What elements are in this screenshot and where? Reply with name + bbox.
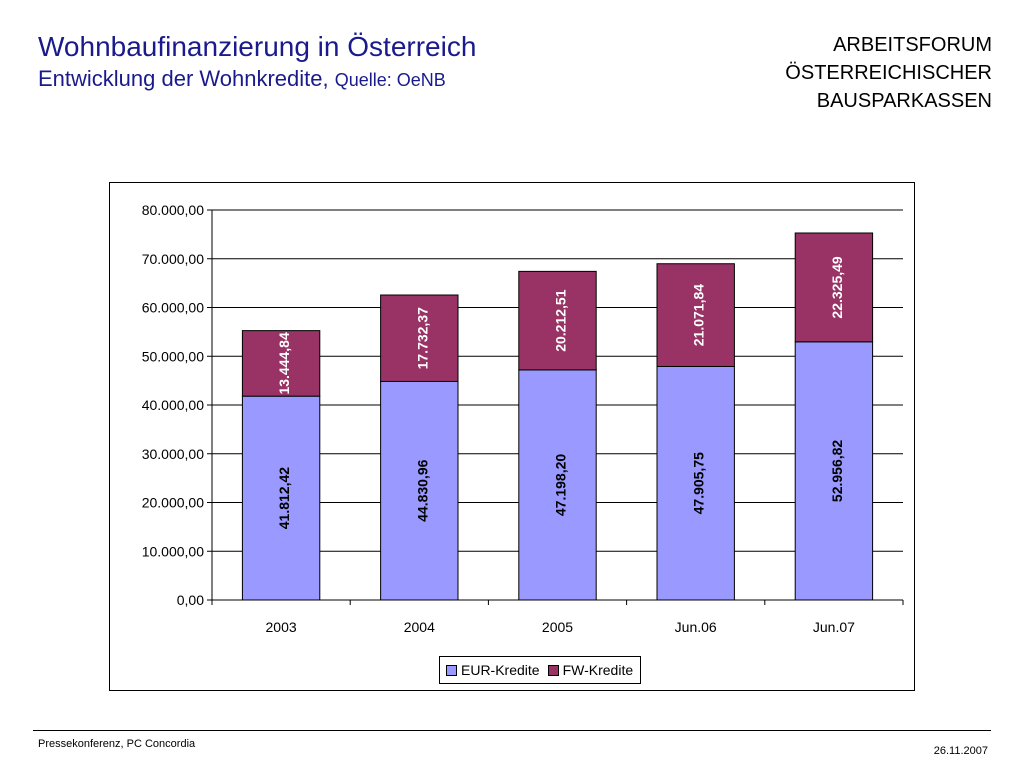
bar-fw-kredite bbox=[518, 270, 597, 371]
legend-label-fw: FW-Kredite bbox=[562, 662, 634, 678]
legend-item-fw: FW-Kredite bbox=[547, 662, 634, 678]
bar-eur-kredite bbox=[518, 369, 597, 601]
subtitle-text: Entwicklung der Wohnkredite, bbox=[38, 66, 329, 91]
footer-event: Pressekonferenz, PC Concordia bbox=[38, 738, 196, 750]
x-tick-label: Jun.07 bbox=[813, 619, 855, 635]
organization-name: ARBEITSFORUM ÖSTERREICHISCHER BAUSPARKAS… bbox=[785, 31, 992, 115]
data-label-fw: 17.732,37 bbox=[414, 307, 430, 369]
source-label: Quelle: OeNB bbox=[334, 70, 446, 90]
y-tick-label: 60.000,00 bbox=[142, 300, 204, 316]
x-tick-label: Jun.06 bbox=[675, 619, 717, 635]
legend-item-eur: EUR-Kredite bbox=[446, 662, 540, 678]
bar-eur-kredite bbox=[380, 380, 459, 601]
data-label-fw: 21.071,84 bbox=[691, 284, 707, 346]
org-line-3: BAUSPARKASSEN bbox=[816, 90, 992, 112]
bar-fw-kredite bbox=[241, 330, 321, 397]
footer-divider bbox=[33, 730, 991, 731]
legend-label-eur: EUR-Kredite bbox=[461, 662, 540, 678]
org-line-1: ARBEITSFORUM bbox=[833, 34, 992, 56]
y-tick-label: 40.000,00 bbox=[142, 397, 204, 413]
y-tick-label: 20.000,00 bbox=[142, 495, 204, 511]
slide-subtitle: Entwicklung der Wohnkredite, Quelle: OeN… bbox=[38, 64, 476, 95]
footer-date: 26.11.2007 bbox=[933, 745, 988, 757]
legend-swatch-eur bbox=[446, 664, 457, 676]
y-tick-label: 30.000,00 bbox=[142, 446, 204, 462]
bar-eur-kredite bbox=[241, 395, 321, 601]
legend-swatch-fw bbox=[547, 664, 559, 676]
stacked-bar-chart: 0,00 10.000,00 20.000,00 30.000,00 40.000,00… bbox=[142, 202, 904, 635]
data-label-fw: 22.325,49 bbox=[829, 256, 845, 318]
y-tick-label: 70.000,00 bbox=[142, 251, 204, 267]
bar-eur-kredite bbox=[794, 341, 874, 601]
y-tick-label: 0,00 bbox=[177, 592, 204, 608]
bar-fw-kredite bbox=[794, 232, 874, 343]
data-label-fw: 13.444,84 bbox=[276, 332, 292, 394]
bar-fw-kredite bbox=[380, 294, 459, 382]
bar-fw-kredite bbox=[656, 263, 735, 367]
data-label-eur: 47.905,75 bbox=[691, 452, 707, 514]
x-tick-label: 2004 bbox=[404, 619, 435, 635]
data-label-eur: 41.812,42 bbox=[276, 467, 292, 529]
data-label-eur: 47.198,20 bbox=[553, 454, 569, 516]
chart-legend: EUR-Kredite FW-Kredite bbox=[439, 656, 642, 684]
data-label-eur: 52.956,82 bbox=[829, 440, 845, 502]
slide-title: Wohnbaufinanzierung in Österreich bbox=[38, 31, 477, 62]
y-tick-label: 80.000,00 bbox=[142, 202, 204, 218]
x-tick-label: 2005 bbox=[542, 619, 573, 635]
data-label-fw: 20.212,51 bbox=[553, 289, 569, 351]
x-tick-label: 2003 bbox=[266, 619, 297, 635]
org-line-2: ÖSTERREICHISCHER bbox=[785, 62, 992, 84]
data-label-eur: 44.830,96 bbox=[414, 459, 430, 521]
bar-eur-kredite bbox=[656, 365, 735, 601]
y-tick-label: 50.000,00 bbox=[142, 348, 204, 364]
y-tick-label: 10.000,00 bbox=[142, 543, 204, 559]
title-block: Wohnbaufinanzierung in Österreich Entwic… bbox=[38, 30, 476, 95]
